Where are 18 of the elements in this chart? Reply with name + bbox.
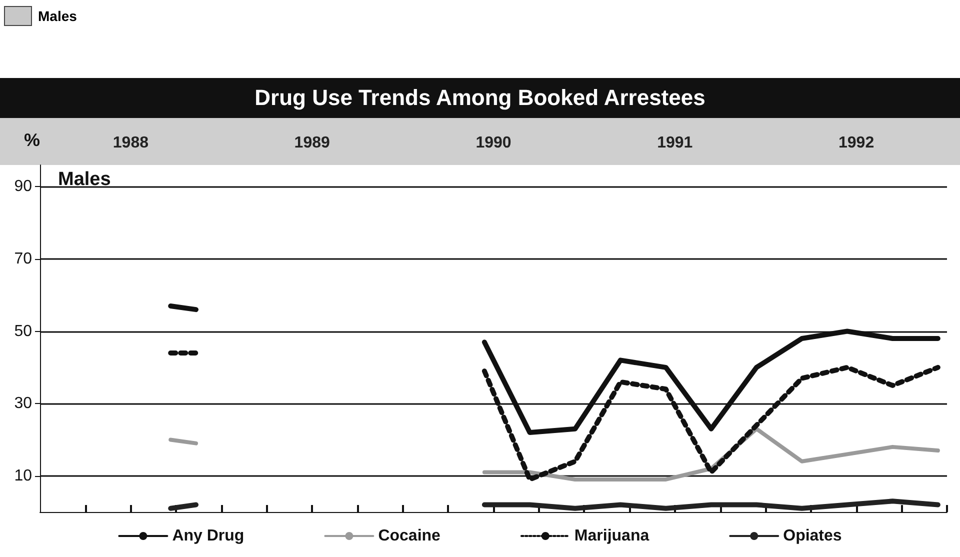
legend-label: Cocaine: [378, 528, 441, 544]
y-tick-label: 70: [14, 250, 32, 268]
y-tick-label: 90: [14, 178, 32, 196]
x-tick-label: 1991: [657, 134, 693, 152]
y-tick-label: 30: [14, 395, 32, 412]
y-tick-label: 10: [14, 467, 32, 484]
y-tick-label: 50: [14, 322, 32, 340]
legend-label: Opiates: [783, 528, 842, 544]
y-axis-title: %: [24, 130, 40, 150]
x-tick-label: 1992: [838, 134, 874, 152]
text: Males: [38, 8, 77, 24]
legend-label: Any Drug: [172, 528, 244, 544]
x-tick-label: 1988: [112, 134, 149, 152]
x-tick-label: 1990: [476, 134, 512, 152]
x-tick-label: 1989: [294, 134, 330, 152]
legend-label: Marijuana: [574, 528, 650, 544]
chart-subtitle: Males: [58, 169, 111, 190]
chart-title: Drug Use Trends Among Booked Arrestees: [0, 78, 960, 118]
